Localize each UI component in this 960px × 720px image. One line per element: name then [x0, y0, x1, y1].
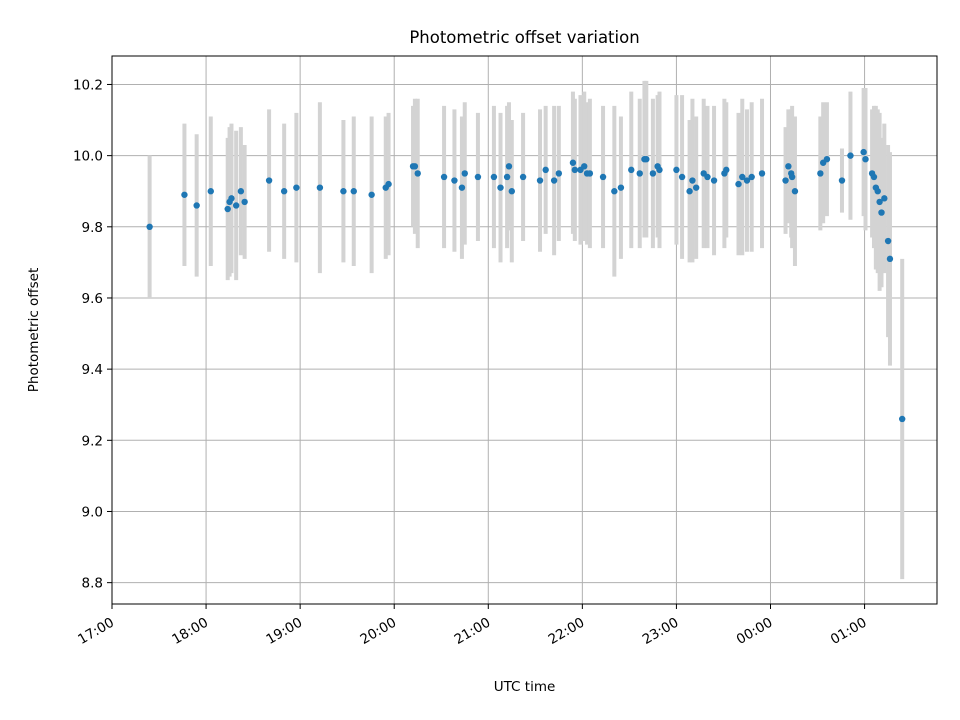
data-point — [817, 170, 824, 177]
data-point — [550, 177, 558, 184]
data-point — [870, 173, 878, 181]
data-point — [542, 166, 549, 174]
data-point — [232, 202, 240, 209]
y-axis-label: Photometric offset — [26, 268, 42, 392]
y-tick-label: 10.0 — [73, 149, 103, 165]
data-point — [636, 170, 643, 177]
data-point — [782, 177, 789, 184]
data-point — [451, 177, 458, 184]
data-point — [461, 170, 468, 177]
data-point — [474, 173, 482, 181]
y-tick-label: 9.2 — [82, 433, 103, 449]
data-point — [368, 191, 375, 198]
data-point — [497, 184, 504, 191]
y-tick-label: 9.4 — [82, 362, 103, 378]
data-point — [874, 188, 881, 195]
data-point — [571, 166, 579, 174]
x-axis-label: UTC time — [494, 679, 556, 695]
data-point — [862, 155, 869, 163]
data-point — [505, 163, 513, 170]
data-point — [569, 159, 577, 166]
y-tick-label: 8.8 — [82, 576, 103, 592]
y-tick-label: 10.2 — [73, 77, 103, 93]
data-point — [599, 173, 607, 181]
data-point — [411, 163, 419, 170]
data-point — [508, 188, 516, 195]
data-point — [611, 188, 618, 195]
data-point — [340, 188, 347, 195]
data-points — [146, 148, 906, 423]
data-point — [649, 170, 657, 177]
data-point — [643, 155, 650, 163]
y-axis: 8.8 9.0 9.2 9.4 9.6 9.8 10.0 10.2 — [73, 77, 112, 592]
y-tick-label: 9.8 — [82, 220, 103, 236]
data-point — [686, 188, 693, 195]
data-point — [748, 173, 755, 181]
data-point — [519, 173, 527, 181]
data-point — [265, 177, 273, 184]
data-point — [758, 170, 766, 177]
data-point — [739, 173, 746, 181]
data-point — [440, 173, 448, 181]
data-point — [884, 237, 892, 245]
data-point — [823, 155, 831, 163]
data-point — [536, 177, 544, 184]
data-point — [876, 198, 883, 206]
data-point — [723, 166, 730, 174]
data-point — [224, 205, 231, 213]
data-point — [458, 184, 466, 191]
data-point — [293, 184, 300, 191]
data-point — [414, 170, 421, 177]
chart-title: Photometric offset variation — [409, 28, 639, 47]
data-point — [735, 180, 742, 188]
y-tick-label: 9.0 — [82, 504, 103, 520]
data-point — [791, 188, 799, 195]
y-tick-label: 9.6 — [82, 291, 103, 307]
data-point — [193, 202, 200, 209]
data-point — [617, 184, 625, 191]
data-point — [181, 191, 188, 198]
data-point — [898, 415, 906, 423]
data-point — [586, 170, 594, 177]
data-point — [689, 177, 696, 184]
data-point — [785, 163, 792, 170]
data-point — [692, 184, 700, 191]
data-point — [881, 195, 888, 202]
data-point — [710, 177, 718, 184]
data-point — [581, 163, 588, 170]
data-point — [838, 177, 846, 184]
data-point — [280, 188, 288, 195]
data-point — [503, 173, 511, 181]
data-point — [555, 170, 563, 177]
data-point — [237, 188, 245, 195]
data-point — [886, 255, 894, 263]
data-point — [385, 180, 392, 188]
data-point — [673, 166, 680, 174]
data-point — [878, 209, 885, 216]
data-point — [860, 148, 867, 156]
data-point — [628, 166, 635, 174]
data-point — [207, 188, 214, 195]
data-point — [350, 188, 357, 195]
data-point — [241, 198, 248, 206]
data-point — [704, 173, 711, 181]
data-point — [678, 173, 686, 181]
data-point — [316, 184, 324, 191]
plot-frame — [111, 55, 938, 605]
data-point — [788, 173, 796, 181]
data-point — [743, 177, 751, 184]
data-point — [228, 195, 235, 202]
data-point — [490, 173, 498, 181]
data-point — [656, 166, 663, 174]
data-point — [146, 223, 153, 231]
data-point — [847, 152, 854, 159]
